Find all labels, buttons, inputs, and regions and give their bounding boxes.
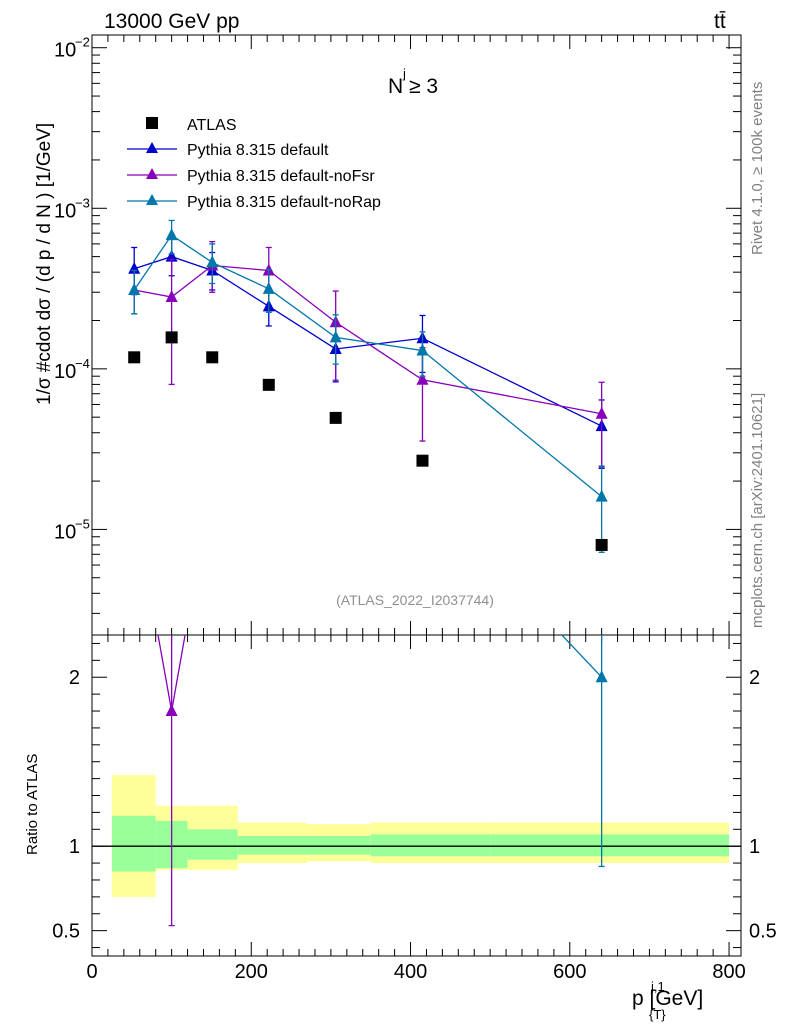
y-axis-title-main: 1/σ #cdot dσ / (d p / d N ) [1/GeV] xyxy=(34,123,55,405)
legend: ATLAS Pythia 8.315 default Pythia 8.315 … xyxy=(127,117,381,211)
x-tick-label: 400 xyxy=(394,961,427,983)
x-axis-title-sup: j,1 xyxy=(650,979,665,994)
ratio-stat-band xyxy=(490,834,730,857)
data-point-atlas xyxy=(262,378,275,391)
ratio-stat-band xyxy=(187,829,238,860)
data-point-atlas xyxy=(206,351,219,364)
y-tick-label-ratio-left: 1 xyxy=(69,836,80,858)
x-tick-label: 800 xyxy=(712,961,745,983)
y-tick-label-ratio-left: 0.5 xyxy=(52,921,80,943)
x-axis-title: p [GeV] xyxy=(632,987,703,1010)
njets-superscript: j xyxy=(402,66,406,81)
data-point-atlas xyxy=(329,411,342,424)
data-point-atlas xyxy=(165,331,178,344)
series-marker-2 xyxy=(165,228,178,241)
njets-annotation: N ≥ 3 xyxy=(388,75,438,98)
ratio-line-norap xyxy=(560,635,603,678)
y-tick-label-main-exponent: −2 xyxy=(75,35,90,50)
legend-label-atlas: ATLAS xyxy=(187,117,237,134)
series-marker-2 xyxy=(416,343,429,356)
ratio-marker-2 xyxy=(595,670,608,683)
series-ratio xyxy=(157,635,608,927)
rivet-label: Rivet 4.1.0, ≥ 100k events xyxy=(749,82,766,255)
series-marker-1 xyxy=(416,372,429,385)
series-marker-0 xyxy=(165,249,178,262)
analysis-id: (ATLAS_2022_I2037744) xyxy=(336,592,494,608)
y-tick-label-main: 10 xyxy=(54,40,76,62)
series-marker-2 xyxy=(329,330,342,343)
legend-label-default: Pythia 8.315 default xyxy=(187,142,329,159)
legend-marker-norap xyxy=(146,194,158,205)
ratio-stat-band xyxy=(307,836,371,855)
y-tick-label-ratio-right: 1 xyxy=(749,836,760,858)
y-tick-label-ratio-right: 2 xyxy=(749,667,760,689)
series-marker-1 xyxy=(595,406,608,419)
series-marker-2 xyxy=(128,282,141,295)
x-axis-title-sub: {T} xyxy=(649,1007,666,1022)
y-tick-label-main-exponent: −5 xyxy=(75,516,90,531)
y-tick-label-ratio-left: 2 xyxy=(69,667,80,689)
series-marker-2 xyxy=(595,489,608,502)
legend-marker-atlas xyxy=(146,117,158,129)
ratio-panel-frame xyxy=(91,634,742,957)
data-point-atlas xyxy=(416,454,429,467)
ratio-line-nofsr xyxy=(157,635,186,712)
x-tick-label: 600 xyxy=(553,961,586,983)
mcplots-label: mcplots.cern.ch [arXiv:2401.10621] xyxy=(749,393,766,628)
data-point-atlas xyxy=(128,351,141,364)
ratio-stat-band xyxy=(370,834,491,857)
series-marker-2 xyxy=(206,255,219,268)
ratio-stat-band xyxy=(111,815,156,872)
data-point-atlas xyxy=(595,538,608,551)
legend-label-norap: Pythia 8.315 default-noRap xyxy=(187,194,381,211)
legend-marker-nofsr xyxy=(146,168,158,179)
y-tick-label-main-exponent: −4 xyxy=(75,356,90,371)
series-line-2 xyxy=(133,234,603,498)
series-main xyxy=(128,219,608,553)
ratio-bands xyxy=(92,775,741,897)
x-tick-label: 0 xyxy=(86,961,97,983)
y-tick-label-ratio-right: 0.5 xyxy=(749,921,777,943)
y-axis-title-ratio: Ratio to ATLAS xyxy=(24,754,41,855)
process-label: tt̄ xyxy=(714,10,726,33)
x-tick-label: 200 xyxy=(235,961,268,983)
legend-marker-default xyxy=(146,142,158,153)
y-tick-label-main-exponent: −3 xyxy=(75,195,90,210)
legend-label-nofsr: Pythia 8.315 default-noFsr xyxy=(187,168,375,185)
series-marker-1 xyxy=(165,290,178,303)
ratio-stat-band xyxy=(237,836,308,855)
y-tick-label-main: 10 xyxy=(54,521,76,543)
series-marker-2 xyxy=(262,281,275,294)
energy-label: 13000 GeV pp xyxy=(104,10,239,33)
y-tick-label-main: 10 xyxy=(54,200,76,222)
y-tick-label-main: 10 xyxy=(54,361,76,383)
